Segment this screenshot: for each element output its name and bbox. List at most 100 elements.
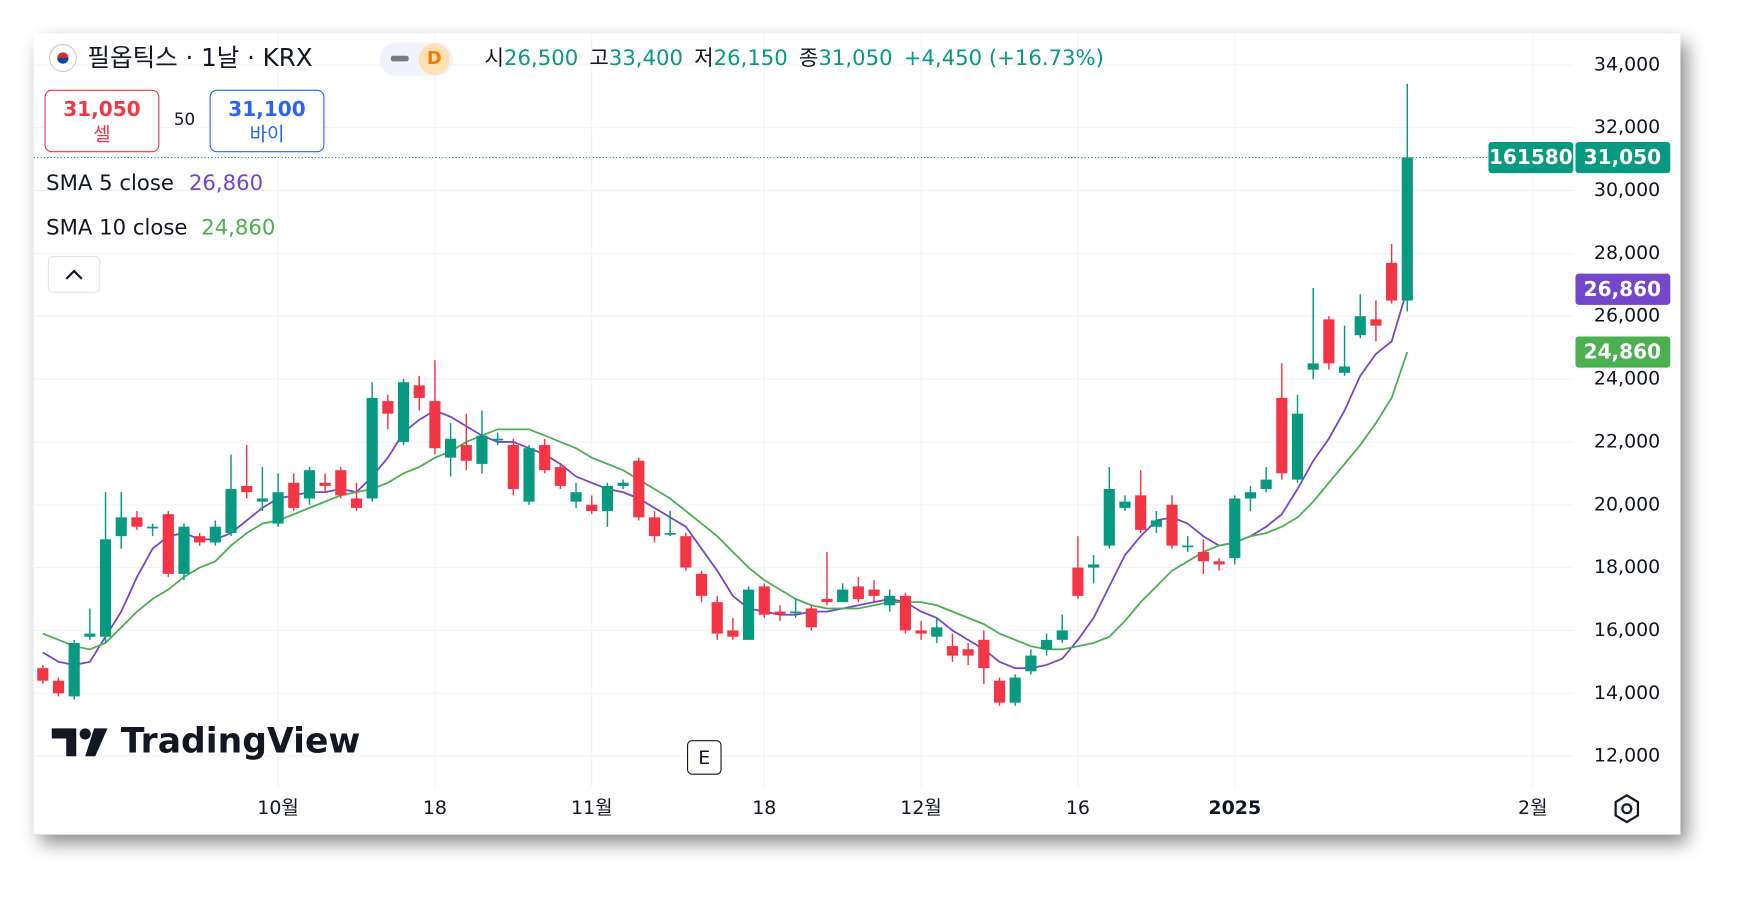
candle-body <box>350 498 363 508</box>
y-tick-label: 12,000 <box>1594 745 1660 767</box>
candle-body <box>272 492 284 524</box>
candle-body <box>1338 366 1351 373</box>
y-tick-label: 22,000 <box>1594 430 1660 452</box>
watermark: TradingView <box>121 721 360 761</box>
candle-body <box>774 611 786 615</box>
candle-body <box>241 485 253 493</box>
candle-body <box>805 608 817 628</box>
candle-body <box>1119 501 1131 508</box>
ohlc-change: +4,450 (+16.73%) <box>904 45 1104 70</box>
countdown: 161580 <box>1489 145 1573 169</box>
legend-name: SMA 5 close <box>46 170 174 195</box>
candle-body <box>1197 551 1209 562</box>
y-tick-label: 24,000 <box>1594 368 1660 390</box>
candle-body <box>1150 520 1162 527</box>
candle-body <box>758 586 770 615</box>
pill-dash <box>390 55 409 62</box>
y-tick-label: 34,000 <box>1594 53 1660 75</box>
ohlc-value: 31,050 <box>818 45 892 70</box>
candle-body <box>178 526 190 574</box>
x-tick-label: 18 <box>752 797 776 819</box>
candle-body <box>460 445 472 461</box>
x-tick-label: 10월 <box>257 797 299 819</box>
candle-body <box>162 514 174 574</box>
candle-body <box>946 646 959 656</box>
candle-body <box>1103 489 1115 546</box>
ohlc-label: 저 <box>694 45 714 70</box>
y-tick-label: 28,000 <box>1594 242 1660 264</box>
event-box[interactable] <box>687 740 722 775</box>
y-tick-label: 32,000 <box>1594 116 1660 138</box>
candle-body <box>1088 564 1100 568</box>
candle-body <box>617 482 629 486</box>
candle-body <box>99 539 112 637</box>
candle-body <box>1386 262 1398 301</box>
candle-body <box>1307 363 1319 370</box>
buy-button[interactable] <box>209 89 325 153</box>
candle-body <box>37 668 49 681</box>
symbol-title: 필옵틱스 · 1날 · KRX <box>87 43 312 72</box>
x-tick-label: 2025 <box>1208 797 1261 819</box>
symbol-flag <box>48 44 77 72</box>
ohlc-label: 시 <box>485 45 505 70</box>
candle-body <box>711 602 723 634</box>
sell-button[interactable] <box>44 89 160 153</box>
sma-price-tag-bg <box>1575 273 1671 305</box>
candle-body <box>539 445 551 471</box>
candle-body <box>1213 561 1225 565</box>
ohlc-label: 종 <box>799 45 819 70</box>
candle-body <box>131 517 143 527</box>
sma-line <box>42 351 1409 651</box>
candle-body <box>899 595 911 631</box>
candle-body <box>727 630 739 637</box>
legend-name: SMA 10 close <box>46 215 187 240</box>
candle-body <box>68 642 80 697</box>
candle-body <box>601 485 614 512</box>
buy-label: 바이 <box>250 123 285 145</box>
candle-body <box>194 536 206 543</box>
ohlc-value: 26,500 <box>504 45 578 70</box>
candle-body <box>1135 495 1147 530</box>
ohlc-value: 26,150 <box>714 45 788 70</box>
candle-body <box>429 401 441 449</box>
ohlc-label: 고 <box>589 45 609 70</box>
sma-line <box>42 288 1409 670</box>
candle-body <box>931 627 943 637</box>
candle-body <box>445 438 457 458</box>
candle-body <box>993 680 1006 703</box>
y-tick-label: 14,000 <box>1594 682 1660 704</box>
x-tick-label: 18 <box>423 797 447 819</box>
candle-body <box>1072 567 1084 596</box>
candle-body <box>570 492 582 502</box>
candle-body <box>1166 504 1178 546</box>
candle-body <box>743 589 755 640</box>
candle-body <box>84 633 96 637</box>
candle-body <box>1009 677 1021 703</box>
candle-body <box>225 489 237 534</box>
candle-body <box>1056 630 1068 640</box>
candle-body <box>256 498 268 502</box>
buy-price: 31,100 <box>228 97 305 121</box>
candle-body <box>1229 498 1241 559</box>
candle-body <box>648 517 661 537</box>
candle-body <box>633 460 645 518</box>
y-tick-label: 18,000 <box>1594 556 1660 578</box>
candle-body <box>1182 545 1194 548</box>
collapse-icon <box>65 269 83 280</box>
x-tick-label: 2월 <box>1518 797 1548 819</box>
x-tick-label: 12월 <box>900 797 942 819</box>
candle-body <box>476 435 488 464</box>
collapse-button[interactable] <box>47 256 101 293</box>
interval-badge <box>418 43 450 75</box>
y-tick-label: 16,000 <box>1594 619 1660 641</box>
settings-icon[interactable] <box>1614 794 1640 824</box>
candle-body <box>852 586 864 600</box>
x-tick-label: 11월 <box>571 797 613 819</box>
candle-body <box>1025 655 1037 672</box>
candle-body <box>837 589 849 603</box>
candle-body <box>1354 316 1366 336</box>
candle-body <box>1260 479 1272 490</box>
candle-body <box>413 385 425 398</box>
sma-price-tag: 24,860 <box>1584 340 1661 364</box>
